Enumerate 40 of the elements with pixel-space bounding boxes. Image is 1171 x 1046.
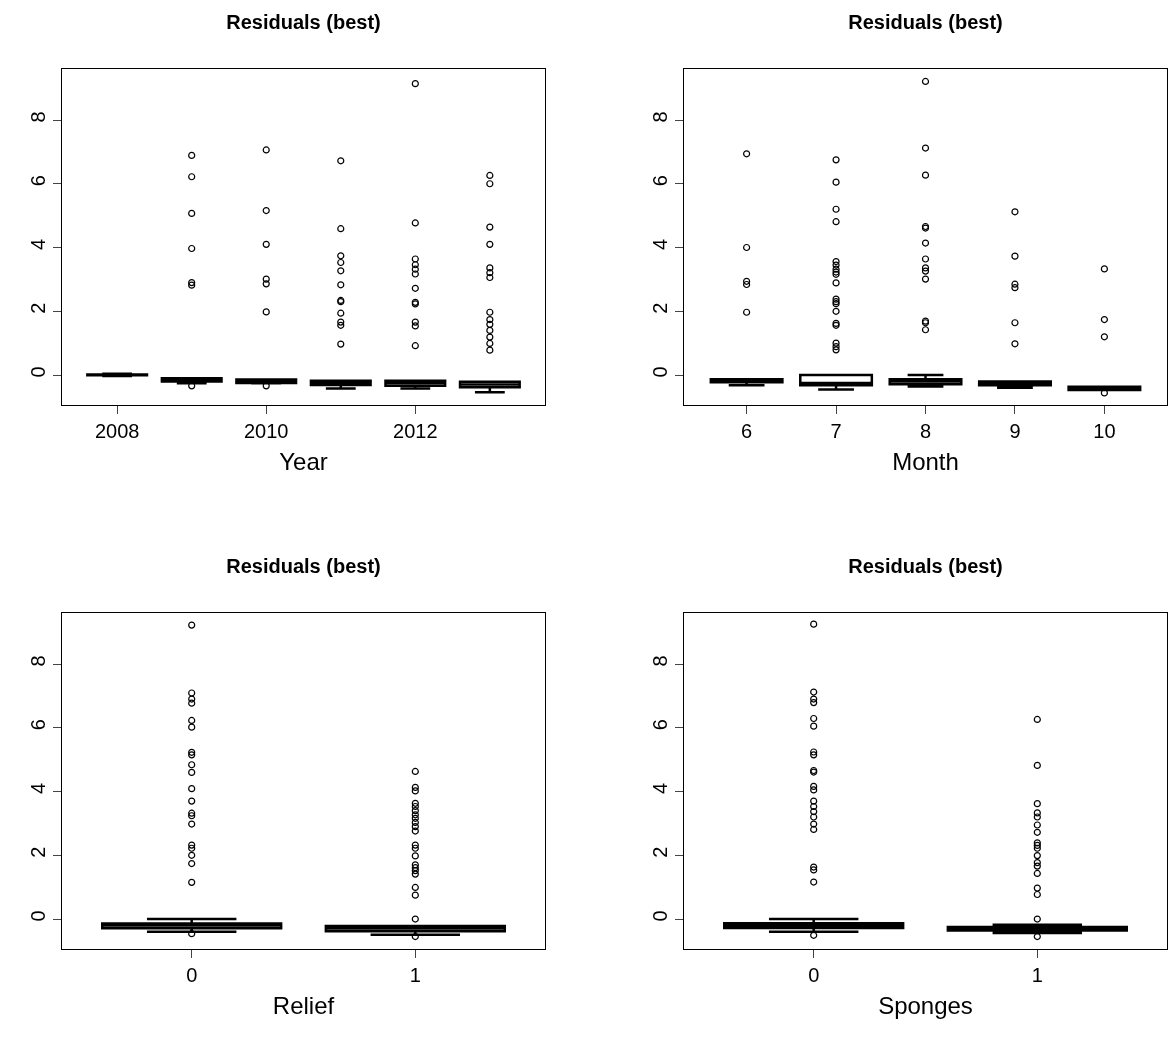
- x-axis-title: Year: [279, 448, 328, 476]
- y-tick-label: 2: [27, 302, 49, 314]
- y-tick-label: 2: [27, 846, 49, 858]
- x-axis-title: Month: [892, 448, 959, 476]
- y-tick-label: 8: [27, 655, 49, 667]
- chart-title: Residuals (best): [848, 555, 1003, 578]
- y-tick-label: 8: [649, 111, 671, 123]
- x-tick-label: 1: [409, 964, 421, 986]
- y-tick-label: 0: [27, 366, 49, 378]
- y-tick-label: 0: [27, 910, 49, 922]
- x-tick-label: 2008: [94, 420, 140, 442]
- y-tick-label: 4: [27, 238, 49, 251]
- y-tick-label: 0: [649, 910, 671, 922]
- x-tick-label: 6: [741, 420, 753, 442]
- x-axis-title: Sponges: [878, 992, 973, 1020]
- y-tick-label: 6: [27, 719, 49, 731]
- y-tick-label: 4: [27, 782, 49, 795]
- x-tick-label: 0: [808, 964, 820, 986]
- x-axis-title: Relief: [272, 992, 335, 1020]
- x-tick-label: 9: [1009, 420, 1021, 442]
- y-tick-label: 2: [649, 846, 671, 858]
- y-tick-label: 2: [649, 302, 671, 314]
- y-tick-label: 6: [649, 175, 671, 187]
- y-tick-label: 0: [649, 366, 671, 378]
- x-tick-label: 2010: [243, 420, 289, 442]
- chart-title: Residuals (best): [226, 555, 381, 578]
- x-tick-label: 7: [830, 420, 842, 442]
- y-tick-label: 6: [27, 175, 49, 187]
- y-tick-label: 8: [649, 655, 671, 667]
- x-tick-label: 0: [186, 964, 198, 986]
- x-tick-label: 1: [1031, 964, 1043, 986]
- x-tick-label: 8: [919, 420, 932, 442]
- y-tick-label: 8: [27, 111, 49, 123]
- x-tick-label: 10: [1093, 420, 1116, 442]
- chart-title: Residuals (best): [226, 11, 381, 34]
- y-tick-label: 6: [649, 719, 671, 731]
- y-tick-label: 4: [649, 238, 671, 251]
- chart-title: Residuals (best): [848, 11, 1003, 34]
- x-tick-label: 2012: [393, 420, 438, 442]
- y-tick-label: 4: [649, 782, 671, 795]
